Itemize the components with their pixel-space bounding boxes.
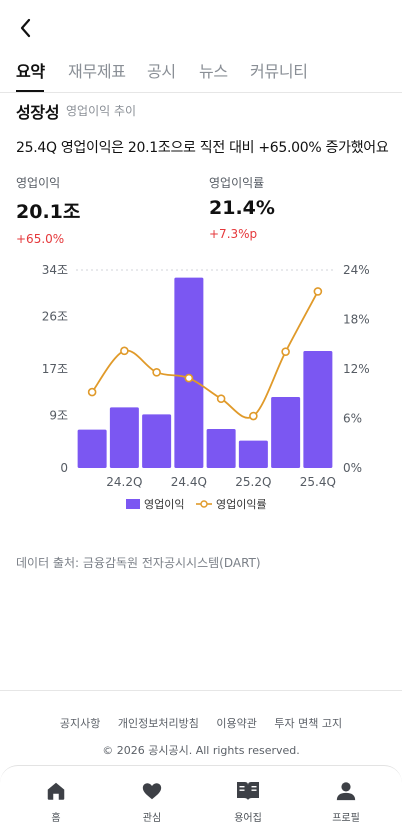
nav-label: 용어집	[234, 813, 262, 824]
margin-point	[184, 373, 194, 383]
tab-disclosures[interactable]: 공시	[147, 62, 176, 81]
left-axis-tick: 17조	[42, 362, 68, 376]
tab-news[interactable]: 뉴스	[199, 62, 228, 81]
footer-link-privacy[interactable]: 개인정보처리방침	[117, 717, 199, 730]
back-arrow-icon	[20, 18, 31, 38]
metric-operating-profit: 영업이익 20.1조 +65.0%	[16, 174, 196, 246]
right-axis-tick: 18%	[343, 313, 370, 327]
margin-point	[216, 394, 226, 403]
nav-profile[interactable]: 프로필	[316, 780, 376, 824]
bar	[206, 428, 236, 468]
bar	[271, 396, 301, 468]
x-axis-tick: 24.4Q	[171, 475, 207, 489]
tab-financial-statements[interactable]: 재무제표	[68, 62, 126, 81]
nav-favorites[interactable]: 관심	[122, 780, 182, 824]
legend-bar-swatch	[126, 499, 140, 509]
x-axis-tick: 25.2Q	[235, 475, 271, 489]
bar	[238, 440, 268, 468]
margin-point	[249, 411, 258, 421]
footer-links: 공지사항 개인정보처리방침 이용약관 투자 면책 고지	[0, 715, 402, 731]
left-axis-tick: 26조	[42, 310, 68, 324]
top-bar	[0, 0, 402, 54]
right-axis-tick: 24%	[343, 263, 370, 277]
margin-point	[313, 287, 323, 296]
footer-divider	[0, 690, 402, 691]
nav-label: 홈	[51, 813, 61, 824]
summary-text: 25.4Q 영업이익은 20.1조으로 직전 대비 +65.00% 증가했어요	[16, 140, 389, 156]
bar	[303, 350, 333, 468]
legend-line-marker	[200, 500, 208, 508]
legend-bar-label: 영업이익	[144, 498, 184, 511]
margin-point	[120, 346, 129, 356]
x-axis-tick: 24.2Q	[106, 475, 142, 489]
metric-value: 20.1조	[16, 201, 81, 223]
legend-line-label: 영업이익률	[216, 498, 267, 511]
bar	[174, 277, 204, 468]
footer-link-disclaimer[interactable]: 투자 면책 고지	[274, 717, 343, 730]
operating-profit-chart: 34조 26조 17조 9조 0 24% 18% 12% 6% 0% 24.2Q 24.4Q 25.2Q…	[42, 263, 370, 511]
tab-community[interactable]: 커뮤니티	[250, 62, 308, 81]
metric-change: +65.0%	[16, 232, 65, 246]
margin-point	[281, 347, 290, 356]
section-title: 성장성	[16, 103, 60, 122]
active-tab-indicator	[16, 90, 44, 92]
back-button[interactable]	[14, 16, 38, 40]
metric-label: 영업이익률	[209, 176, 265, 190]
data-source-note: 데이터 출처: 금융감독원 전자공시시스템(DART)	[16, 556, 261, 570]
footer-link-terms[interactable]: 이용약관	[216, 717, 257, 730]
copyright: © 2026 공시공시. All rights reserved.	[102, 744, 300, 757]
metric-change: +7.3%p	[209, 227, 258, 241]
x-axis-tick: 25.4Q	[300, 475, 336, 489]
right-axis-tick: 12%	[343, 362, 370, 376]
bar	[142, 414, 172, 468]
tab-bar: 요약 재무제표 공시 뉴스 커뮤니티	[0, 54, 402, 93]
metric-label: 영업이익	[16, 176, 61, 190]
metric-operating-margin: 영업이익률 21.4% +7.3%p	[209, 174, 389, 241]
margin-point	[152, 368, 161, 377]
bar	[77, 429, 107, 468]
right-axis-tick: 6%	[343, 412, 362, 426]
book-icon	[237, 782, 259, 800]
nav-label: 프로필	[332, 813, 360, 824]
left-axis-tick: 0	[60, 461, 68, 475]
tab-summary[interactable]: 요약	[16, 62, 45, 81]
footer-link-notice[interactable]: 공지사항	[59, 717, 101, 730]
bar	[109, 407, 139, 468]
home-icon	[47, 782, 65, 800]
heart-icon	[142, 783, 162, 800]
margin-point	[87, 387, 97, 397]
bottom-nav: 홈 관심 용어집 프로필	[0, 765, 402, 838]
person-icon	[336, 782, 356, 801]
nav-home[interactable]: 홈	[26, 780, 86, 824]
left-axis-tick: 9조	[49, 409, 68, 423]
nav-glossary[interactable]: 용어집	[218, 780, 278, 824]
metric-value: 21.4%	[209, 197, 275, 219]
nav-label: 관심	[142, 813, 162, 824]
right-axis-tick: 0%	[343, 461, 362, 475]
left-axis-tick: 34조	[42, 263, 68, 277]
section-subtitle: 영업이익 추이	[66, 104, 137, 118]
